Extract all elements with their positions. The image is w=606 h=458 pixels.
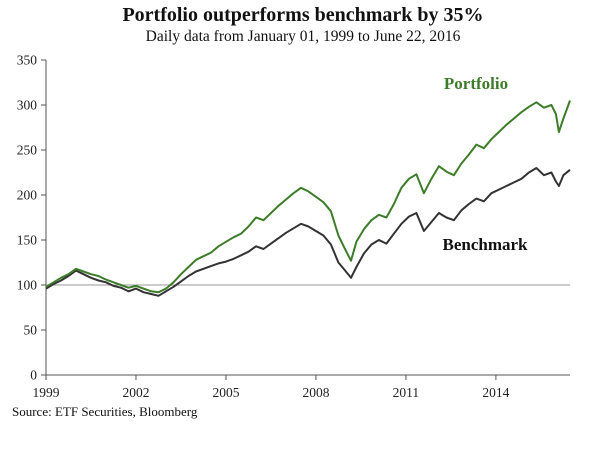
x-tick-label: 2002 bbox=[122, 385, 149, 400]
chart-subtitle: Daily data from January 01, 1999 to June… bbox=[145, 28, 461, 45]
chart-title: Portfolio outperforms benchmark by 35% bbox=[122, 4, 484, 26]
x-tick-label: 2011 bbox=[393, 385, 420, 400]
y-tick-label: 0 bbox=[30, 368, 37, 383]
series-line-benchmark bbox=[45, 167, 571, 297]
x-tick-label: 1999 bbox=[33, 385, 60, 400]
x-tick-label: 2005 bbox=[212, 385, 239, 400]
x-tick-label: 2014 bbox=[482, 385, 509, 400]
y-tick-label: 250 bbox=[17, 143, 38, 158]
y-tick-label: 350 bbox=[17, 53, 38, 68]
series-line-portfolio bbox=[45, 100, 571, 294]
y-tick-label: 200 bbox=[17, 188, 38, 203]
series-label-benchmark: Benchmark bbox=[443, 235, 529, 254]
y-tick-label: 50 bbox=[24, 323, 38, 338]
y-tick-label: 100 bbox=[17, 278, 38, 293]
y-tick-label: 150 bbox=[17, 233, 38, 248]
source-note: Source: ETF Securities, Bloomberg bbox=[12, 404, 198, 419]
x-tick-label: 2008 bbox=[302, 385, 329, 400]
y-tick-label: 300 bbox=[17, 98, 38, 113]
series-label-portfolio: Portfolio bbox=[444, 74, 508, 93]
